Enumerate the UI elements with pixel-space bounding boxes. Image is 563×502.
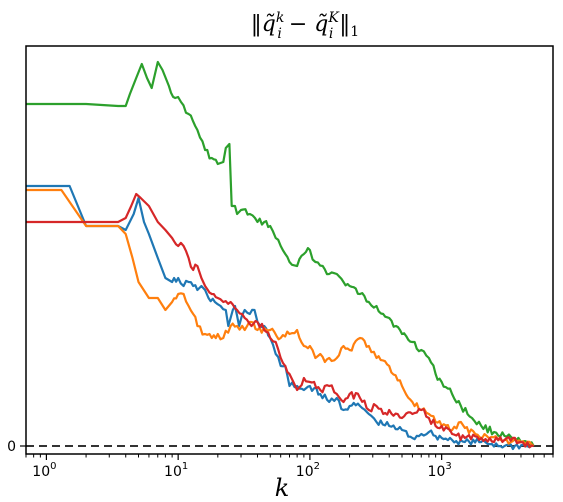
plot-frame bbox=[25, 45, 554, 455]
x-tick-label-0: 100 bbox=[32, 461, 56, 480]
x-axis: 100 101 102 103 bbox=[25, 454, 554, 480]
series-line-3 bbox=[26, 188, 535, 447]
series-line-2 bbox=[26, 184, 535, 451]
x-tick-label-2: 102 bbox=[296, 461, 320, 480]
x-tick-label-3: 103 bbox=[428, 461, 452, 480]
x-axis-label: k bbox=[275, 474, 290, 502]
plot-area bbox=[26, 60, 553, 451]
series-line-4 bbox=[26, 192, 534, 449]
y-axis: 0 bbox=[7, 439, 26, 455]
series-line-1 bbox=[26, 60, 535, 448]
x-tick-label-1: 101 bbox=[164, 461, 188, 480]
chart-title: ‖q̃k i − q̃K i ‖1 bbox=[251, 10, 359, 42]
y-tick-label-0: 0 bbox=[7, 439, 16, 455]
